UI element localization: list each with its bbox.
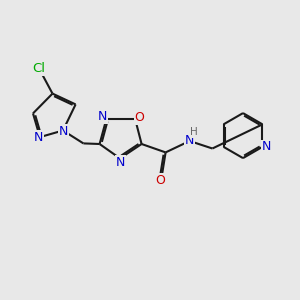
Text: N: N bbox=[59, 124, 68, 138]
Text: N: N bbox=[261, 140, 271, 153]
Text: O: O bbox=[155, 173, 165, 187]
Text: N: N bbox=[34, 130, 43, 144]
Text: N: N bbox=[98, 110, 108, 124]
Text: O: O bbox=[134, 111, 144, 124]
Text: N: N bbox=[185, 134, 194, 148]
Text: N: N bbox=[116, 155, 125, 169]
Text: Cl: Cl bbox=[32, 62, 46, 75]
Text: H: H bbox=[190, 127, 198, 137]
